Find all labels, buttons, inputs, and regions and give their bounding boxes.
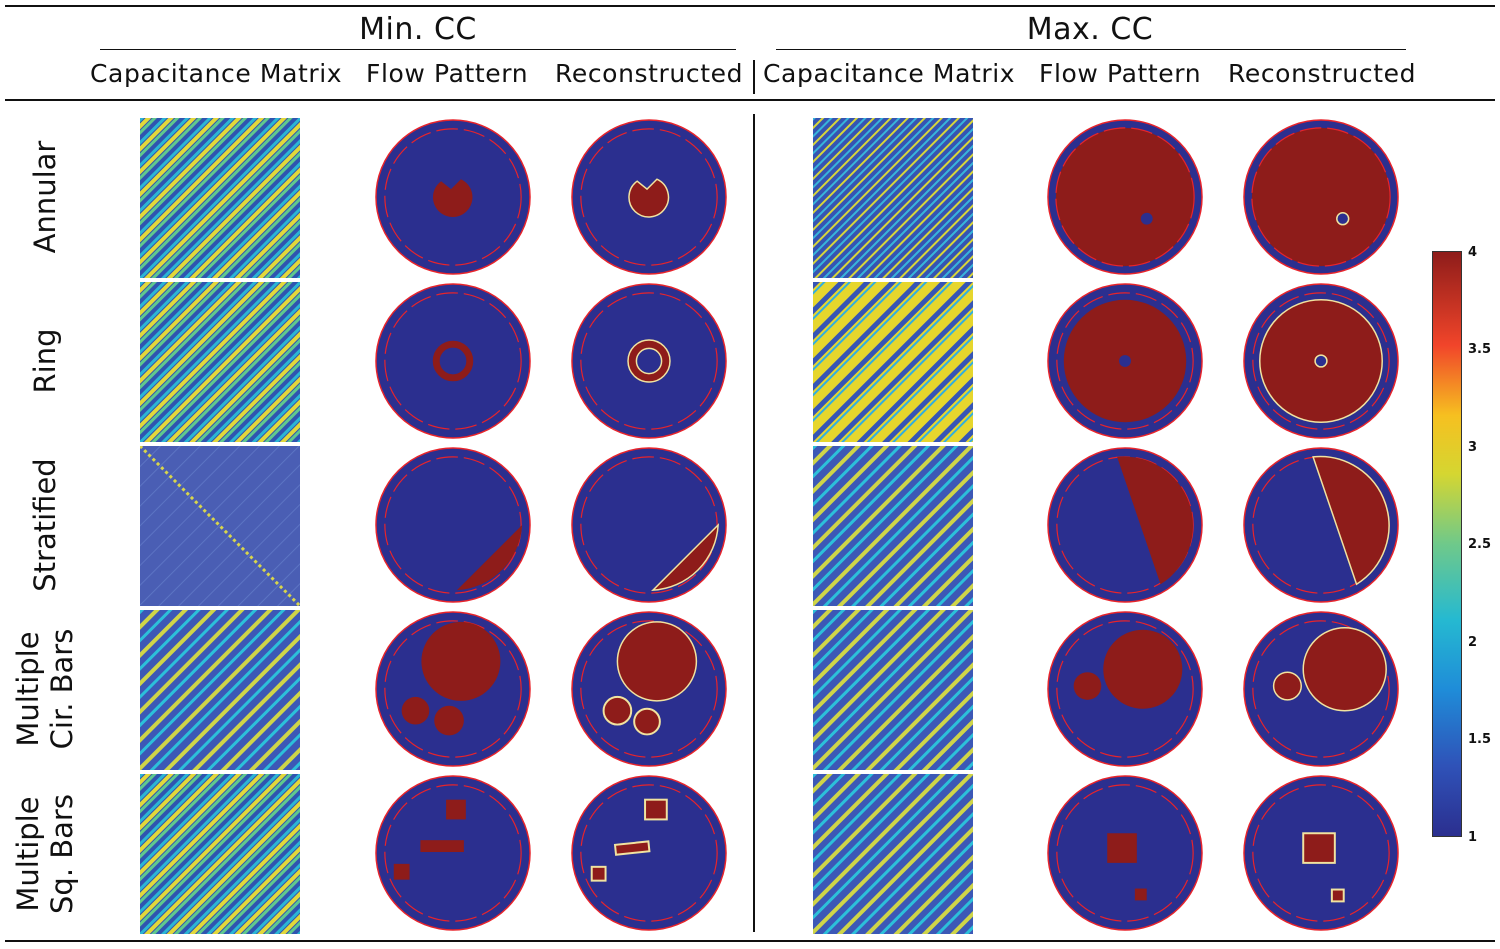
- header-separator: [753, 60, 755, 94]
- colorbar-tick: 2.5: [1468, 537, 1492, 552]
- flow-pattern-cir-bars-max: [1047, 611, 1203, 767]
- flow-pattern-ring-max: [1047, 283, 1203, 439]
- capacitance-matrix-annular-max: [813, 118, 973, 278]
- group-header-min-cc: Min. CC: [359, 12, 477, 47]
- reconstructed-stratified-min: [571, 447, 727, 603]
- reconstructed-ring-min: [571, 283, 727, 439]
- flow-pattern-ring-min: [375, 283, 531, 439]
- column-header-flow-pattern-left: Flow Pattern: [366, 59, 529, 88]
- body-separator: [753, 114, 755, 932]
- column-header-reconstructed-right: Reconstructed: [1228, 59, 1417, 88]
- colorbar-tick: 1.5: [1468, 732, 1492, 747]
- column-header-capacitance-matrix-left: Capacitance Matrix: [90, 59, 343, 88]
- colorbar-tick: 3.5: [1468, 342, 1492, 357]
- capacitance-matrix-sq-bars-max: [813, 774, 973, 934]
- capacitance-matrix-stratified-max: [813, 446, 973, 606]
- column-header-flow-pattern-right: Flow Pattern: [1039, 59, 1202, 88]
- capacitance-matrix-cir-bars-max: [813, 610, 973, 770]
- column-header-reconstructed-left: Reconstructed: [555, 59, 744, 88]
- reconstructed-annular-max: [1243, 119, 1399, 275]
- colorbar: [1432, 251, 1462, 837]
- top-rule: [5, 5, 1495, 7]
- row-label-multiple-sq-bars: Multiple Sq. Bars: [11, 794, 79, 914]
- capacitance-matrix-sq-bars-min: [140, 774, 300, 934]
- reconstructed-stratified-max: [1243, 447, 1399, 603]
- colorbar-tick: 4: [1468, 245, 1478, 260]
- reconstructed-cir-bars-min: [571, 611, 727, 767]
- column-header-capacitance-matrix-right: Capacitance Matrix: [763, 59, 1016, 88]
- flow-pattern-stratified-min: [375, 447, 531, 603]
- capacitance-matrix-cir-bars-min: [140, 610, 300, 770]
- row-label-stratified: Stratified: [28, 458, 62, 592]
- flow-pattern-cir-bars-min: [375, 611, 531, 767]
- group-rule-left: [100, 49, 736, 50]
- group-rule-right: [776, 49, 1406, 50]
- capacitance-matrix-ring-min: [140, 282, 300, 442]
- header-bottom-rule: [5, 99, 1495, 101]
- flow-pattern-annular-max: [1047, 119, 1203, 275]
- row-label-annular: Annular: [28, 140, 62, 254]
- reconstructed-cir-bars-max: [1243, 611, 1399, 767]
- reconstructed-sq-bars-max: [1243, 775, 1399, 931]
- flow-pattern-sq-bars-max: [1047, 775, 1203, 931]
- colorbar-tick: 3: [1468, 440, 1478, 455]
- reconstructed-sq-bars-min: [571, 775, 727, 931]
- row-label-multiple-cir-bars: Multiple Cir. Bars: [11, 628, 79, 750]
- flow-pattern-stratified-max: [1047, 447, 1203, 603]
- colorbar-tick: 1: [1468, 830, 1478, 845]
- flow-pattern-sq-bars-min: [375, 775, 531, 931]
- row-label-ring: Ring: [28, 328, 62, 394]
- reconstructed-ring-max: [1243, 283, 1399, 439]
- colorbar-tick: 2: [1468, 635, 1478, 650]
- capacitance-matrix-annular-min: [140, 118, 300, 278]
- reconstructed-annular-min: [571, 119, 727, 275]
- capacitance-matrix-ring-max: [813, 282, 973, 442]
- bottom-rule: [5, 940, 1495, 942]
- flow-pattern-annular-min: [375, 119, 531, 275]
- group-header-max-cc: Max. CC: [1026, 12, 1154, 47]
- capacitance-matrix-stratified-min: [140, 446, 300, 606]
